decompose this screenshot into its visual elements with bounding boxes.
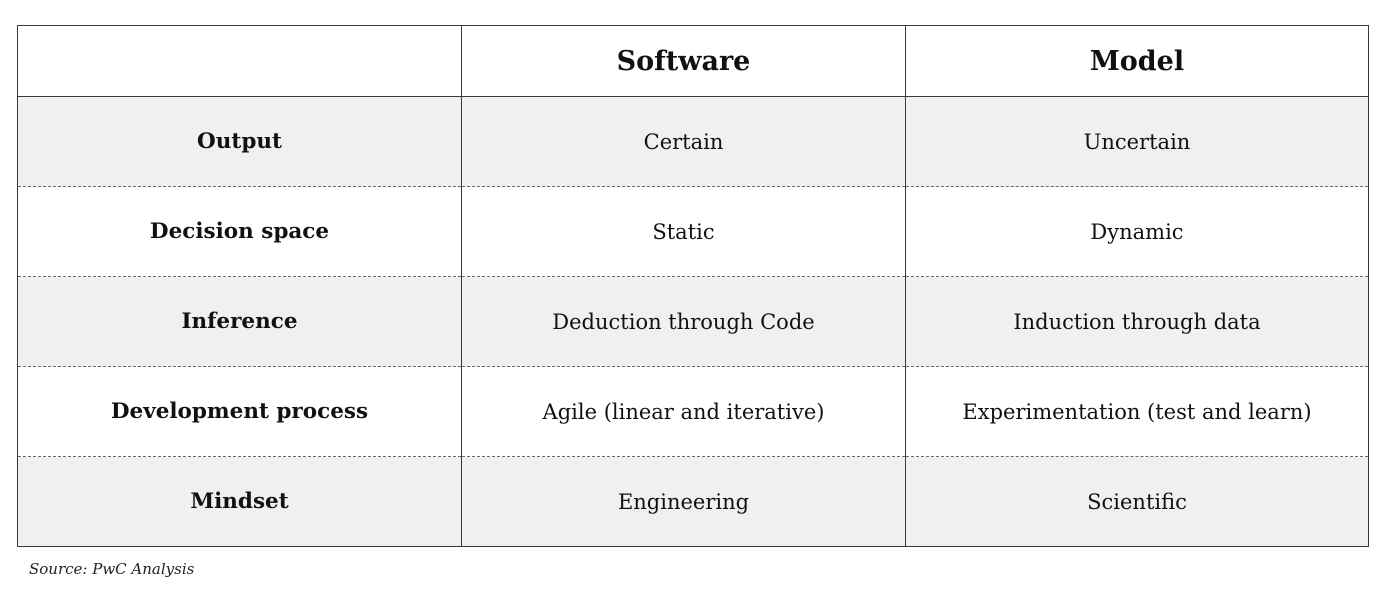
header-model: Model bbox=[905, 25, 1369, 97]
row-label: Development process bbox=[17, 366, 462, 457]
software-cell: Agile (linear and iterative) bbox=[461, 366, 906, 457]
header-empty-cell bbox=[17, 25, 462, 97]
software-cell: Static bbox=[461, 186, 906, 277]
table-row-inference: Inference Deduction through Code Inducti… bbox=[17, 276, 1369, 367]
row-label: Inference bbox=[17, 276, 462, 367]
table-row-development-process: Development process Agile (linear and it… bbox=[17, 366, 1369, 457]
comparison-table: Software Model Output Certain Uncertain … bbox=[17, 25, 1369, 547]
row-label: Decision space bbox=[17, 186, 462, 277]
table-header-row: Software Model bbox=[17, 25, 1369, 97]
table-row-output: Output Certain Uncertain bbox=[17, 96, 1369, 187]
software-cell: Deduction through Code bbox=[461, 276, 906, 367]
model-cell: Dynamic bbox=[905, 186, 1369, 277]
table-row-decision-space: Decision space Static Dynamic bbox=[17, 186, 1369, 277]
model-cell: Scientific bbox=[905, 456, 1369, 547]
software-cell: Certain bbox=[461, 96, 906, 187]
row-label: Mindset bbox=[17, 456, 462, 547]
model-cell: Induction through data bbox=[905, 276, 1369, 367]
table-row-mindset: Mindset Engineering Scientific bbox=[17, 456, 1369, 547]
software-cell: Engineering bbox=[461, 456, 906, 547]
header-software: Software bbox=[461, 25, 906, 97]
model-cell: Experimentation (test and learn) bbox=[905, 366, 1369, 457]
row-label: Output bbox=[17, 96, 462, 187]
source-note: Source: PwC Analysis bbox=[29, 560, 195, 578]
model-cell: Uncertain bbox=[905, 96, 1369, 187]
